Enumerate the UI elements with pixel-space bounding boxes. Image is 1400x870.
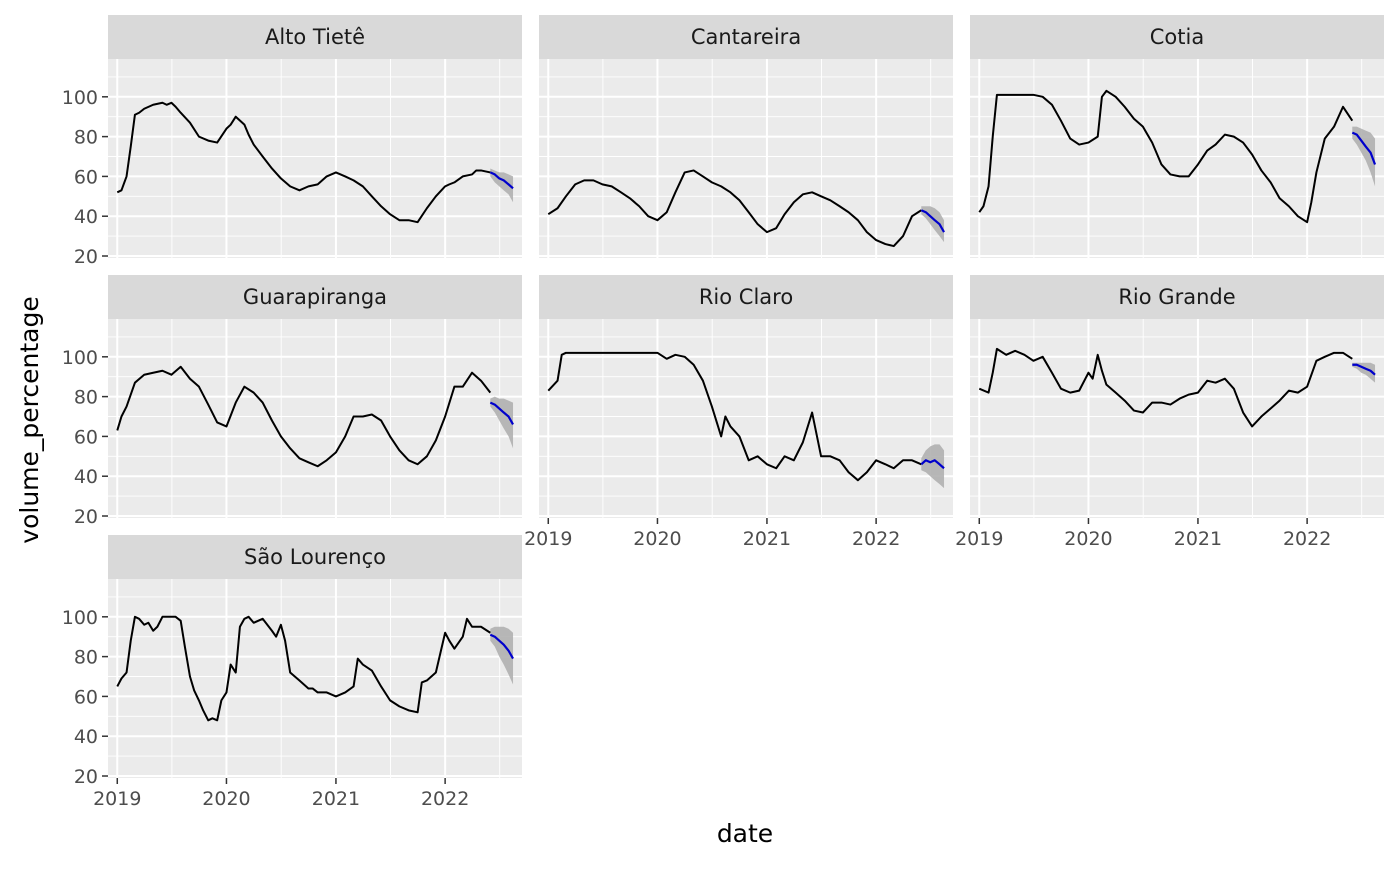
y-tick-label: 60: [74, 686, 98, 708]
forecast-interval-band: [1352, 126, 1376, 187]
forecast-interval-band: [1352, 362, 1376, 383]
y-tick-label: 20: [74, 766, 98, 788]
x-tick-label: 2022: [1283, 528, 1331, 550]
x-tick-label: 2022: [852, 528, 900, 550]
y-tick-label: 100: [62, 87, 98, 109]
forecast-mean-line: [920, 459, 945, 470]
y-tick-label: 60: [74, 426, 98, 448]
y-tick-label: 100: [62, 607, 98, 629]
y-axis-title: volume_percentage: [15, 296, 44, 543]
forecast-interval-band: [490, 626, 514, 685]
panel-background: [108, 59, 522, 258]
facet-strip: [539, 15, 953, 59]
facet-strip-label: Cotia: [1150, 25, 1204, 49]
facet-strip: [108, 15, 522, 59]
x-tick-label: 2022: [421, 788, 469, 810]
panel-background: [539, 59, 953, 258]
y-tick-label: 80: [74, 387, 98, 409]
facet-strip: [970, 275, 1384, 319]
panel-background: [970, 319, 1384, 518]
observed-series-line: [116, 365, 492, 468]
facet-strip: [970, 15, 1384, 59]
y-tick-label: 80: [74, 647, 98, 669]
x-tick-label: 2021: [743, 528, 791, 550]
x-tick-label: 2019: [955, 528, 1003, 550]
x-tick-label: 2019: [524, 528, 572, 550]
y-tick-label: 80: [74, 127, 98, 149]
y-tick-label: 40: [74, 726, 98, 748]
forecast-interval-band: [490, 396, 514, 449]
observed-series-line: [547, 351, 922, 482]
facet-strip-label: Rio Claro: [699, 285, 793, 309]
x-tick-label: 2020: [202, 788, 250, 810]
x-tick-label: 2019: [93, 788, 141, 810]
observed-series-line: [978, 89, 1354, 224]
y-tick-label: 20: [74, 506, 98, 528]
facet-strip: [108, 275, 522, 319]
forecast-interval-band: [921, 206, 945, 243]
x-tick-label: 2020: [633, 528, 681, 550]
facet-strip-label: Alto Tietê: [265, 25, 365, 49]
x-tick-label: 2020: [1064, 528, 1112, 550]
y-tick-label: 20: [74, 246, 98, 268]
facet-strip-label: Cantareira: [691, 25, 801, 49]
observed-series-line: [116, 615, 491, 722]
forecast-mean-line: [1352, 363, 1376, 376]
forecast-mean-line: [489, 401, 514, 426]
facet-panel: Rio Claro 2019 2020 2021 2022: [524, 275, 953, 550]
panel-background: [970, 59, 1384, 258]
y-tick-label: 100: [62, 347, 98, 369]
x-tick-label: 2021: [1174, 528, 1222, 550]
facet-strip-label: São Lourenço: [244, 545, 386, 569]
facet-panel: Rio Grande 2019 2020 2021 2022: [955, 275, 1384, 550]
y-tick-label: 60: [74, 166, 98, 188]
facet-strip-label: Rio Grande: [1118, 285, 1235, 309]
panel-background: [108, 319, 522, 518]
facet-panel: São Lourenço 20 40 60 80 100 2019 2020 2021 2022: [62, 535, 522, 810]
forecast-mean-line: [1351, 131, 1377, 165]
facet-panel: Cotia: [970, 15, 1384, 258]
y-tick-label: 40: [74, 206, 98, 228]
facet-panel: Cantareira: [539, 15, 953, 258]
x-tick-label: 2021: [312, 788, 360, 810]
facet-strip-label: Guarapiranga: [243, 285, 387, 309]
facet-strip: [108, 535, 522, 579]
forecast-mean-line: [489, 633, 514, 660]
forecast-interval-band: [921, 444, 945, 489]
observed-series-line: [116, 101, 491, 224]
observed-series-line: [547, 169, 922, 248]
forecast-mean-line: [489, 171, 514, 190]
facet-strip: [539, 275, 953, 319]
facet-panel: Alto Tietê 20 40 60 80 100: [62, 15, 522, 268]
panel-background: [108, 579, 522, 778]
x-axis-title: date: [717, 819, 773, 848]
facet-panels: Alto Tietê 20 40 60 80 100 Cantareira Cotia Guar…: [62, 15, 1384, 810]
panel-background: [539, 319, 953, 518]
facet-panel: Guarapiranga 20 40 60 80 100: [62, 275, 522, 528]
observed-series-line: [978, 347, 1353, 428]
forecast-mean-line: [920, 209, 945, 233]
y-tick-label: 40: [74, 466, 98, 488]
